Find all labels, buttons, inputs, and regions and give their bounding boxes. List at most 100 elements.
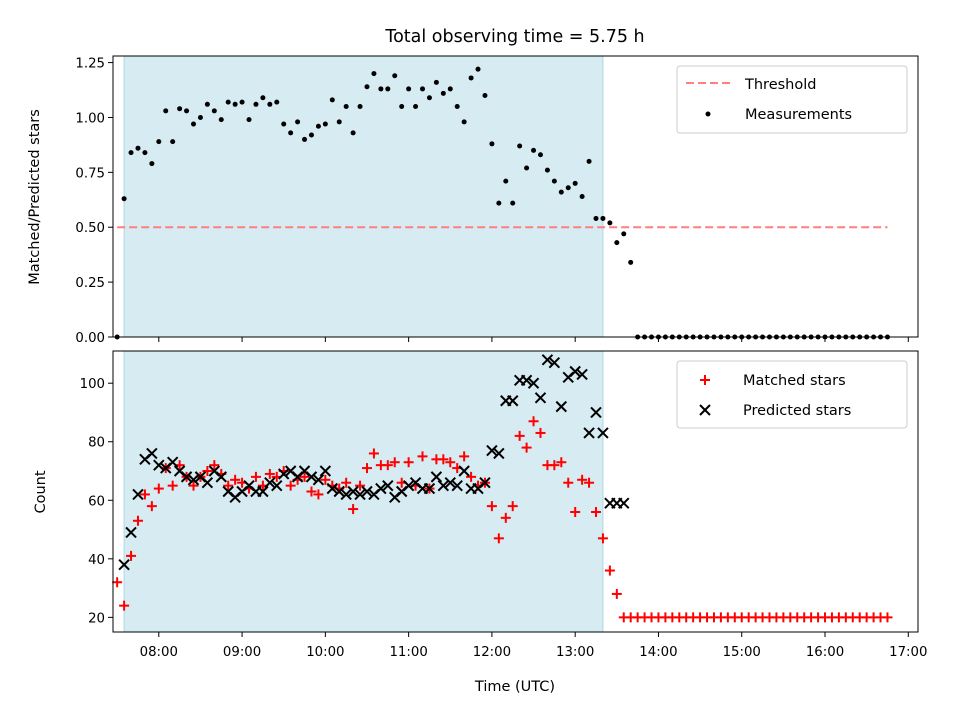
predicted-star-point bbox=[430, 471, 443, 483]
matched-star-point bbox=[299, 471, 310, 482]
matched-star-point bbox=[355, 480, 366, 491]
y-tick-label: 80 bbox=[88, 436, 105, 451]
matched-star-point bbox=[563, 477, 574, 488]
matched-star-point bbox=[591, 506, 601, 517]
matched-star-point bbox=[250, 471, 261, 482]
matched-star-point bbox=[146, 501, 157, 512]
matched-star-point bbox=[466, 471, 477, 482]
measurement-point bbox=[544, 167, 550, 173]
legend-matched-label: Matched stars bbox=[743, 373, 846, 389]
matched-star-point bbox=[556, 457, 567, 468]
matched-star-point bbox=[132, 515, 143, 526]
legend-predicted-label: Predicted stars bbox=[743, 403, 851, 419]
x-tick-label: 17:00 bbox=[889, 645, 927, 660]
legend-measurements-label: Measurements bbox=[745, 107, 852, 123]
matched-star-point bbox=[597, 533, 608, 544]
predicted-star-point bbox=[555, 400, 568, 413]
x-tick-label: 10:00 bbox=[306, 645, 344, 660]
measurement-point bbox=[163, 108, 169, 114]
measurement-point bbox=[218, 117, 224, 123]
predicted-star-point bbox=[201, 477, 214, 489]
matched-star-point bbox=[202, 466, 213, 477]
measurement-point bbox=[211, 108, 217, 114]
predicted-star-point bbox=[597, 427, 609, 439]
measurement-point bbox=[288, 130, 294, 136]
matched-star-point bbox=[535, 427, 546, 438]
bottom-y-axis: 20 40 60 80 100 bbox=[80, 377, 113, 626]
measurement-point bbox=[600, 215, 606, 221]
predicted-star-point bbox=[305, 471, 318, 483]
measurement-point bbox=[232, 101, 238, 107]
predicted-star-point bbox=[479, 477, 491, 489]
measurement-point bbox=[447, 86, 453, 92]
measurement-point bbox=[170, 139, 176, 145]
matched-star-point bbox=[361, 463, 372, 474]
y-tick-label: 0.25 bbox=[75, 276, 105, 291]
measurement-point bbox=[267, 101, 273, 107]
legend-predicted-marker bbox=[699, 404, 711, 416]
measurement-point bbox=[329, 97, 335, 103]
bottom-data-marks bbox=[112, 354, 893, 623]
predicted-star-point bbox=[319, 465, 332, 477]
measurement-point bbox=[440, 90, 446, 96]
predicted-star-point bbox=[618, 497, 630, 509]
predicted-star-point bbox=[361, 485, 373, 498]
predicted-star-point bbox=[312, 474, 325, 486]
measurement-point bbox=[579, 194, 585, 199]
predicted-star-point bbox=[125, 526, 137, 539]
x-tick-label: 12:00 bbox=[473, 645, 511, 660]
measurement-point bbox=[239, 99, 245, 105]
measurement-point bbox=[399, 103, 405, 109]
predicted-star-point bbox=[271, 479, 283, 492]
bottom-x-axis: 08:00 09:00 10:00 11:00 12:00 13:00 14:00 15:00… bbox=[140, 632, 927, 660]
measurement-point bbox=[572, 180, 578, 186]
matched-star-point bbox=[493, 533, 504, 544]
matched-star-point bbox=[584, 477, 595, 488]
y-tick-label: 60 bbox=[88, 494, 105, 509]
predicted-star-point bbox=[278, 468, 290, 480]
bottom-y-axis-label: Count bbox=[33, 470, 49, 513]
measurement-point bbox=[315, 123, 321, 129]
measurement-point bbox=[142, 150, 148, 156]
matched-star-point bbox=[153, 483, 164, 494]
matched-star-point bbox=[285, 480, 296, 491]
predicted-star-point bbox=[264, 477, 276, 489]
matched-star-point bbox=[403, 457, 414, 468]
predicted-star-point bbox=[333, 485, 345, 498]
measurement-point bbox=[621, 231, 627, 237]
measurement-point bbox=[177, 106, 183, 112]
matched-star-point bbox=[486, 501, 497, 512]
matched-star-point bbox=[611, 588, 622, 599]
measurement-point bbox=[295, 119, 301, 125]
measurement-point bbox=[524, 165, 530, 171]
measurement-point bbox=[537, 152, 543, 158]
legend-matched-swatch bbox=[700, 375, 710, 385]
measurement-point bbox=[420, 86, 426, 92]
predicted-star-point bbox=[576, 368, 588, 381]
predicted-star-point bbox=[486, 444, 498, 457]
measurement-point bbox=[586, 158, 592, 164]
matched-star-point bbox=[521, 442, 532, 453]
measurement-point bbox=[371, 71, 377, 77]
predicted-star-point bbox=[507, 395, 519, 407]
top-y-axis-label: Matched/Predicted stars bbox=[27, 109, 43, 285]
measurement-point bbox=[274, 99, 280, 105]
matched-star-point bbox=[209, 460, 220, 471]
legend-threshold-label: Threshold bbox=[744, 77, 816, 93]
matched-star-point bbox=[438, 454, 449, 465]
matched-star-point bbox=[528, 416, 539, 427]
predicted-star-point bbox=[423, 482, 436, 495]
top-data-marks bbox=[114, 66, 890, 340]
top-panel: 0.00 0.25 0.50 0.75 1.00 1.25 Matched/Predict… bbox=[27, 55, 919, 346]
top-legend: Threshold Measurements bbox=[676, 65, 908, 134]
measurement-point bbox=[302, 136, 308, 142]
y-tick-label: 20 bbox=[88, 611, 105, 626]
predicted-star-point bbox=[146, 447, 158, 460]
x-tick-label: 11:00 bbox=[389, 645, 427, 660]
matched-star-point bbox=[604, 565, 615, 576]
predicted-star-point bbox=[153, 459, 165, 471]
matched-star-point bbox=[264, 468, 275, 479]
matched-star-point bbox=[320, 474, 331, 485]
measurement-point bbox=[191, 121, 196, 127]
predicted-star-point bbox=[180, 471, 193, 483]
